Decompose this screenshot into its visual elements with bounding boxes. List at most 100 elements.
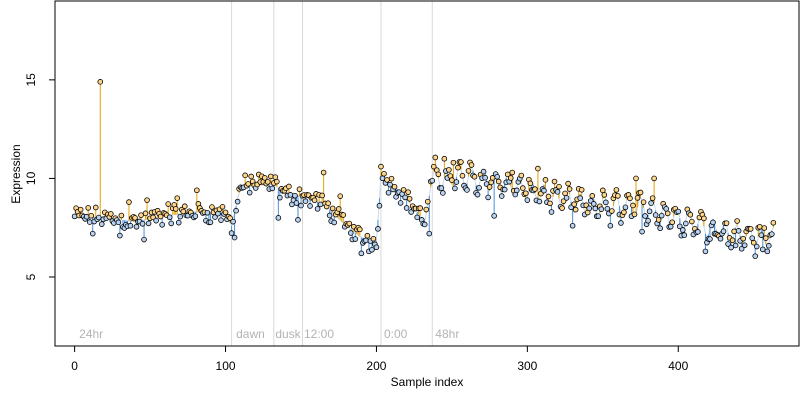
data-point — [331, 219, 337, 226]
data-point — [651, 175, 657, 182]
data-point — [523, 190, 529, 197]
data-point — [242, 172, 248, 179]
data-point — [556, 183, 562, 190]
data-point — [524, 197, 531, 203]
data-point — [598, 206, 605, 212]
data-point — [741, 242, 748, 249]
data-point — [89, 230, 96, 237]
data-point — [277, 194, 283, 201]
data-point — [578, 187, 585, 193]
data-point — [631, 211, 638, 218]
data-point — [384, 177, 390, 183]
data-point — [88, 212, 95, 219]
data-point — [118, 212, 125, 219]
data-point — [450, 159, 457, 166]
data-point — [346, 220, 353, 227]
data-point — [337, 193, 344, 199]
data-point — [622, 204, 629, 211]
data-point — [482, 174, 488, 181]
data-point — [438, 185, 445, 191]
data-point — [545, 193, 552, 200]
data-point — [600, 187, 606, 194]
data-point — [314, 206, 321, 212]
data-point — [317, 201, 324, 208]
data-point — [358, 250, 365, 257]
data-point — [572, 206, 579, 213]
data-point — [387, 181, 393, 188]
data-point — [586, 205, 593, 212]
data-point — [264, 179, 271, 185]
data-point — [595, 213, 602, 219]
data-point — [218, 217, 224, 223]
data-point — [429, 177, 436, 184]
data-point — [642, 213, 648, 219]
data-point — [402, 194, 408, 201]
data-point — [609, 208, 615, 214]
data-point — [520, 185, 526, 191]
data-point — [174, 195, 181, 201]
data-point — [414, 214, 420, 221]
data-point — [731, 228, 737, 235]
data-point — [551, 178, 558, 185]
data-point — [405, 189, 411, 195]
phase-label: 48hr — [435, 327, 459, 341]
data-point — [222, 209, 229, 216]
data-points-layer — [71, 79, 777, 259]
data-point — [488, 179, 494, 186]
data-point — [85, 205, 92, 211]
plot-frame — [54, 0, 800, 347]
data-point — [507, 175, 514, 181]
data-point — [423, 206, 430, 213]
data-point — [630, 202, 636, 209]
data-point — [547, 200, 553, 207]
data-point — [645, 217, 651, 224]
data-point — [132, 215, 138, 221]
trend-layer — [74, 165, 774, 249]
x-tick-label: 100 — [216, 359, 236, 373]
data-point — [649, 195, 656, 201]
data-point — [740, 235, 746, 242]
data-point — [274, 178, 280, 185]
data-point — [194, 187, 200, 194]
data-point — [209, 204, 215, 210]
data-point — [421, 221, 428, 228]
data-point — [749, 235, 756, 241]
data-point — [245, 181, 251, 187]
data-point — [378, 163, 384, 170]
data-point — [181, 203, 188, 209]
phase-labels-layer: 24hr dawn dusk 12:00 0:00 48hr — [79, 327, 459, 341]
data-point — [435, 171, 442, 178]
data-point — [204, 209, 211, 216]
data-point — [145, 220, 152, 227]
data-point — [459, 172, 466, 179]
data-point — [157, 213, 164, 220]
data-point — [689, 218, 695, 225]
data-point — [664, 210, 671, 217]
data-point — [491, 213, 497, 219]
data-point — [468, 162, 475, 168]
data-point — [669, 219, 676, 226]
data-point — [180, 208, 187, 215]
data-point — [681, 232, 688, 238]
data-point — [532, 186, 538, 192]
data-point — [452, 185, 458, 192]
data-point — [406, 195, 413, 202]
data-point — [766, 242, 772, 249]
data-point — [370, 235, 377, 242]
data-point — [687, 211, 694, 218]
data-point — [480, 168, 487, 175]
data-point — [658, 212, 665, 219]
data-point — [695, 229, 701, 235]
data-point — [563, 195, 570, 201]
data-point — [458, 159, 464, 165]
data-point — [296, 186, 303, 193]
data-point — [175, 219, 182, 226]
data-point — [117, 232, 123, 239]
data-point — [228, 230, 235, 236]
data-point — [139, 220, 146, 227]
data-point — [455, 164, 461, 171]
data-point — [286, 183, 292, 190]
data-point — [347, 230, 354, 236]
data-point — [637, 189, 644, 196]
